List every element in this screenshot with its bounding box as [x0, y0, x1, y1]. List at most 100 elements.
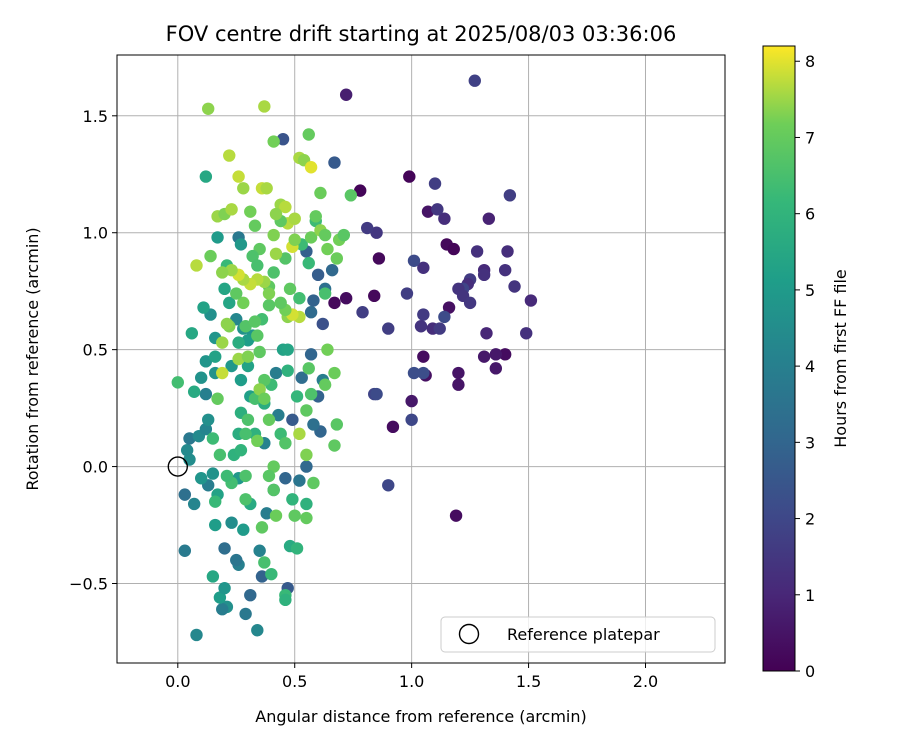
data-point — [269, 366, 283, 380]
data-point — [269, 247, 283, 260]
data-point — [183, 432, 196, 445]
data-point — [213, 448, 227, 462]
colorbar: 0 1 2 3 4 5 6 7 8 Hours from first FF file — [762, 45, 850, 681]
data-point — [477, 268, 491, 282]
data-point — [237, 182, 250, 195]
data-point — [321, 343, 334, 356]
data-point — [239, 427, 252, 441]
data-point — [216, 366, 229, 380]
data-point — [501, 245, 514, 258]
data-point — [286, 493, 299, 506]
data-point — [262, 299, 276, 312]
x-tick-label: 0.5 — [282, 672, 307, 691]
data-point — [237, 523, 250, 536]
data-point — [431, 203, 444, 216]
data-point — [178, 544, 192, 557]
data-point — [477, 350, 491, 363]
data-point — [304, 348, 318, 361]
data-point — [421, 205, 435, 218]
data-point — [241, 359, 255, 373]
data-point — [309, 210, 322, 223]
data-point — [281, 343, 294, 356]
data-point — [218, 542, 231, 555]
data-point — [248, 315, 262, 328]
data-point — [470, 245, 484, 258]
data-point — [300, 511, 313, 525]
data-point — [220, 469, 234, 483]
data-point — [328, 439, 341, 452]
data-point — [258, 373, 271, 387]
data-point — [267, 228, 280, 242]
data-point — [524, 294, 538, 307]
legend: Reference platepar — [440, 616, 716, 653]
data-point — [206, 467, 220, 480]
data-point — [267, 483, 280, 497]
data-point — [241, 334, 255, 347]
data-point — [438, 310, 451, 324]
data-point — [251, 329, 264, 342]
data-point — [251, 434, 264, 448]
data-point — [468, 74, 481, 87]
colorbar-tick-label: 7 — [805, 128, 815, 147]
data-point — [307, 294, 320, 307]
data-point — [304, 306, 318, 319]
data-point — [239, 320, 252, 333]
data-point — [274, 427, 287, 441]
data-point — [304, 387, 318, 401]
chart-title: FOV centre drift starting at 2025/08/03 … — [166, 22, 677, 46]
reference-marker — [167, 456, 189, 477]
y-tick-label: 0.5 — [83, 341, 108, 360]
data-point — [489, 362, 503, 375]
data-point — [223, 149, 236, 162]
data-point — [209, 495, 222, 508]
data-point — [230, 287, 243, 300]
colorbar-tick-label: 8 — [805, 52, 815, 71]
colorbar-ticks: 0 1 2 3 4 5 6 7 8 — [795, 52, 815, 681]
data-point — [520, 327, 533, 340]
data-point — [449, 509, 463, 522]
data-point — [267, 460, 280, 473]
data-point — [463, 296, 477, 310]
data-point — [300, 497, 313, 511]
data-point — [258, 556, 271, 569]
data-point — [302, 362, 315, 375]
colorbar-gradient — [762, 45, 796, 672]
legend-label: Reference platepar — [507, 625, 660, 644]
data-point — [225, 516, 238, 529]
data-point — [260, 182, 273, 195]
data-point — [187, 497, 201, 511]
colorbar-tick-label: 5 — [805, 281, 815, 300]
data-point — [248, 219, 262, 232]
x-tick-label: 1.5 — [516, 672, 541, 691]
data-point — [300, 448, 313, 462]
data-point — [265, 567, 278, 581]
data-point — [442, 301, 456, 314]
data-point — [311, 268, 325, 282]
data-point — [204, 249, 217, 263]
data-point — [230, 553, 243, 567]
data-point — [241, 413, 255, 426]
data-point — [302, 128, 315, 141]
data-point — [417, 261, 430, 274]
data-point — [187, 385, 201, 398]
data-point — [281, 364, 294, 377]
data-point — [344, 189, 358, 202]
data-point — [447, 242, 460, 256]
data-point — [258, 100, 271, 113]
data-point — [244, 588, 257, 602]
data-point — [318, 228, 332, 242]
x-axis-label: Angular distance from reference (arcmin) — [255, 707, 586, 726]
data-point — [316, 317, 329, 331]
colorbar-tick-label: 2 — [805, 510, 815, 529]
data-point — [489, 348, 503, 361]
data-point — [400, 287, 414, 300]
data-point — [407, 254, 421, 267]
data-point — [288, 509, 301, 522]
data-point — [220, 317, 234, 331]
data-point — [498, 348, 512, 361]
data-point — [337, 228, 351, 242]
x-tick-label: 2.0 — [633, 672, 658, 691]
data-point — [279, 252, 292, 265]
data-point — [414, 320, 428, 333]
data-point — [239, 607, 252, 621]
